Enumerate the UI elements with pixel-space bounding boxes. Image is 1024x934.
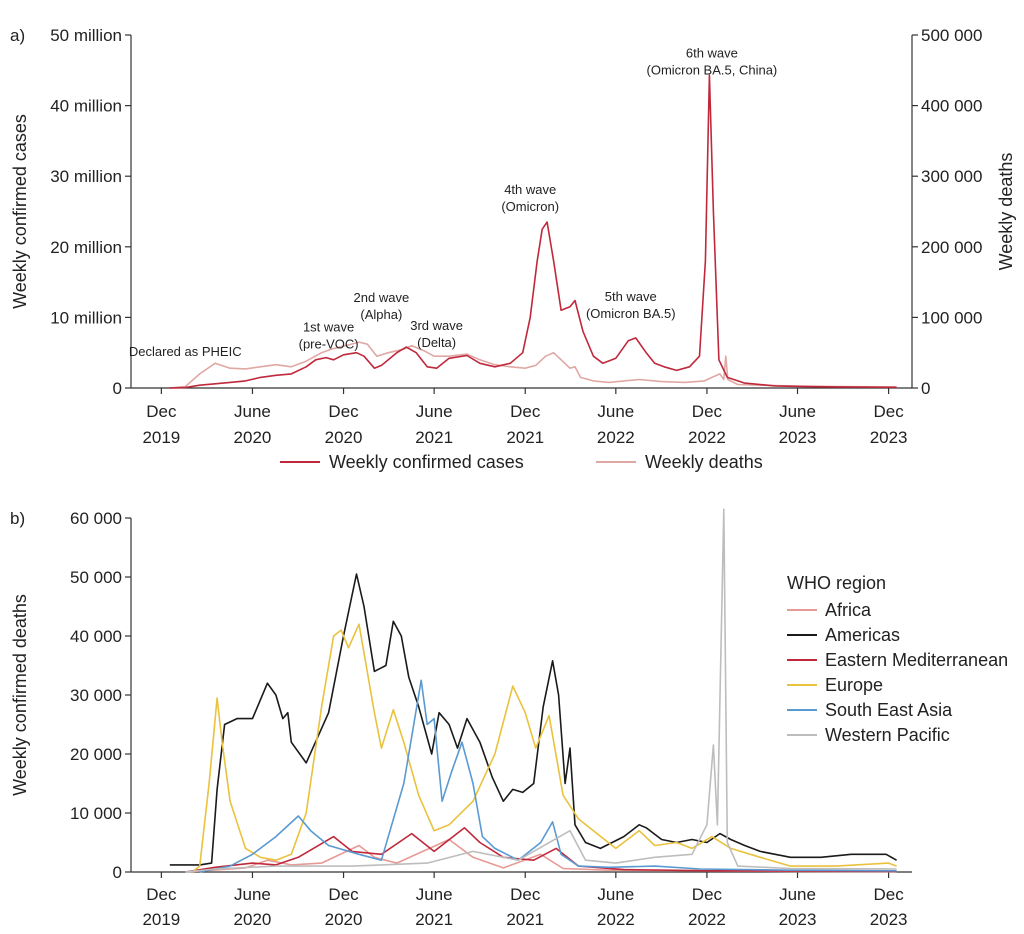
x-tick-label-year: 2021 [415, 428, 453, 447]
panel-b-deaths-by-region: 0 10 000 20 000 30 000 40 000 50 000 60 000 Dec… [10, 508, 1008, 929]
panel-label: a) [10, 26, 25, 45]
x-tick-label-year: 2020 [325, 910, 363, 929]
y-axis-title: Weekly confirmed deaths [10, 594, 30, 796]
y-tick-label: 0 [113, 863, 122, 882]
panel-label: b) [10, 509, 25, 528]
y-tick-label: 10 million [50, 308, 122, 327]
series-line-south-east-asia [199, 679, 897, 873]
x-tick-label-year: 2021 [506, 910, 544, 929]
x-tick-label-year: 2022 [597, 428, 635, 447]
y-right-tick-label: 400 000 [921, 97, 982, 116]
x-tick-label-year: 2023 [779, 910, 817, 929]
legend-label: Weekly confirmed cases [329, 452, 524, 472]
legend-label: Weekly deaths [645, 452, 763, 472]
y-right-tick-label: 200 000 [921, 238, 982, 257]
y-tick-label: 0 [113, 379, 122, 398]
legend-label: South East Asia [825, 700, 953, 720]
legend-title: WHO region [787, 573, 886, 593]
x-tick-label-month: Dec [328, 402, 359, 421]
x-tick-label-year: 2023 [870, 428, 908, 447]
legend-label: Western Pacific [825, 725, 950, 745]
x-tick-label-year: 2019 [142, 910, 180, 929]
x-tick-label-year: 2022 [597, 910, 635, 929]
legend-label: Europe [825, 675, 883, 695]
x-tick-label-year: 2020 [325, 428, 363, 447]
annotation-text: (Omicron BA.5) [586, 306, 676, 321]
series-line-western-pacific [185, 508, 897, 873]
annotation-text: 6th wave [686, 46, 738, 61]
annotation-text: (Omicron) [501, 199, 559, 214]
annotation-text: (Delta) [417, 335, 456, 350]
legend-label: Eastern Mediterranean [825, 650, 1008, 670]
x-tick-label-year: 2020 [234, 428, 272, 447]
x-tick-label-month: June [597, 402, 634, 421]
y-axis-title: Weekly confirmed cases [10, 114, 30, 309]
x-tick-label-year: 2022 [688, 428, 726, 447]
x-tick-label-month: Dec [146, 885, 177, 904]
x-tick-label-month: Dec [692, 885, 723, 904]
y-tick-label: 20 million [50, 238, 122, 257]
annotation-text: 4th wave [504, 182, 556, 197]
y-tick-label: 60 000 [70, 509, 122, 528]
x-tick-label-month: Dec [510, 402, 541, 421]
series-line-americas [169, 573, 897, 866]
y-tick-label: 40 000 [70, 627, 122, 646]
y-right-axis-title: Weekly deaths [996, 153, 1016, 271]
y-tick-label: 10 000 [70, 804, 122, 823]
x-tick-label-month: June [416, 885, 453, 904]
x-tick-label-month: Dec [510, 885, 541, 904]
legend-label: Africa [825, 600, 872, 620]
y-right-tick-label: 300 000 [921, 167, 982, 186]
y-right-tick-label: 100 000 [921, 308, 982, 327]
x-tick-label-year: 2021 [506, 428, 544, 447]
x-tick-label-year: 2021 [415, 910, 453, 929]
legend-label: Americas [825, 625, 900, 645]
y-tick-label: 30 000 [70, 686, 122, 705]
x-tick-label-month: June [416, 402, 453, 421]
annotation-text: 1st wave [303, 320, 354, 335]
y-right-tick-label: 0 [921, 379, 930, 398]
x-tick-label-month: Dec [692, 402, 723, 421]
x-tick-label-month: Dec [146, 402, 177, 421]
x-tick-label-month: June [234, 402, 271, 421]
annotation-text: 2nd wave [354, 290, 410, 305]
x-tick-label-month: June [779, 402, 816, 421]
x-tick-label-month: Dec [873, 402, 904, 421]
x-tick-label-year: 2020 [234, 910, 272, 929]
series-line-weekly-confirmed-cases [168, 74, 897, 389]
y-tick-label: 20 000 [70, 745, 122, 764]
annotation-text: (Alpha) [360, 307, 402, 322]
y-right-tick-label: 500 000 [921, 26, 982, 45]
x-tick-label-year: 2023 [779, 428, 817, 447]
x-tick-label-month: June [779, 885, 816, 904]
x-tick-label-month: June [234, 885, 271, 904]
y-tick-label: 50 million [50, 26, 122, 45]
annotation-text: (pre-VOC) [299, 337, 359, 352]
annotation-text: Declared as PHEIC [129, 344, 242, 359]
annotation-text: (Omicron BA.5, China) [647, 63, 778, 78]
y-tick-label: 40 million [50, 97, 122, 116]
x-tick-label-year: 2019 [142, 428, 180, 447]
y-tick-label: 50 000 [70, 568, 122, 587]
x-tick-label-year: 2022 [688, 910, 726, 929]
x-tick-label-month: Dec [328, 885, 359, 904]
series-line-weekly-deaths [168, 341, 897, 389]
x-tick-label-month: Dec [873, 885, 904, 904]
panel-a-cases-deaths: 0 10 million 20 million 30 million 40 millio… [10, 26, 1016, 472]
x-tick-label-month: June [597, 885, 634, 904]
x-tick-label-year: 2023 [870, 910, 908, 929]
annotation-text: 3rd wave [410, 318, 463, 333]
annotation-text: 5th wave [605, 289, 657, 304]
series-line-europe [191, 623, 897, 873]
y-tick-label: 30 million [50, 167, 122, 186]
